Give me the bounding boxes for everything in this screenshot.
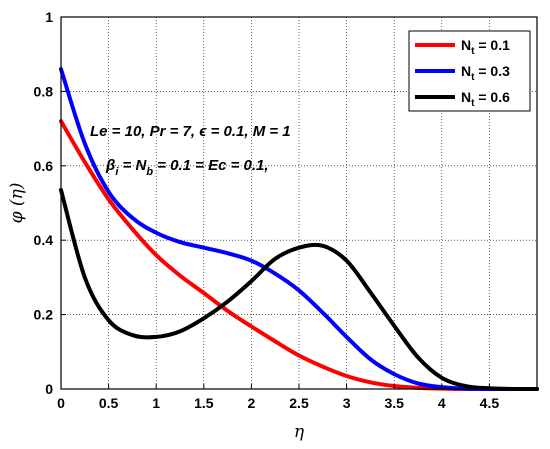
x-axis-label: η [294, 422, 305, 442]
annotation-params-line-2: βi = Nb = 0.1 = Ec = 0.1, [105, 157, 269, 178]
x-tick-label: 3.5 [384, 395, 404, 411]
x-tick-label: 1 [152, 395, 160, 411]
y-tick-label: 0 [45, 381, 53, 397]
ticks: 0 0.5 1 1.5 2 2.5 3 3.5 4 4.5 0 0.2 0.4 0.6 0.8 1 [34, 9, 500, 411]
legend: Nt = 0.1 Nt = 0.3 Nt = 0.6 [408, 30, 531, 112]
y-tick-label: 0.4 [34, 232, 54, 248]
y-axis-label: φ (η) [7, 183, 27, 224]
x-tick-label: 4.5 [480, 395, 500, 411]
x-tick-label: 0.5 [99, 395, 119, 411]
x-tick-label: 2.5 [289, 395, 309, 411]
legend-label-1: Nt = 0.1 [461, 37, 510, 57]
y-tick-label: 0.2 [34, 307, 54, 323]
x-tick-label: 3 [343, 395, 351, 411]
x-tick-label: 2 [248, 395, 256, 411]
series-line-2 [59, 67, 539, 392]
x-tick-label: 0 [57, 395, 65, 411]
x-tick-label: 1.5 [194, 395, 214, 411]
y-tick-label: 0.8 [34, 83, 54, 99]
x-tick-label: 4 [438, 395, 446, 411]
legend-label-3: Nt = 0.6 [461, 89, 510, 109]
y-tick-label: 0.6 [34, 158, 54, 174]
y-tick-label: 1 [45, 9, 53, 25]
legend-label-2: Nt = 0.3 [461, 63, 510, 83]
series-line-3 [59, 187, 539, 392]
annotation-params-line-1: Le = 10, Pr = 7, ϵ = 0.1, M = 1 [90, 123, 291, 140]
